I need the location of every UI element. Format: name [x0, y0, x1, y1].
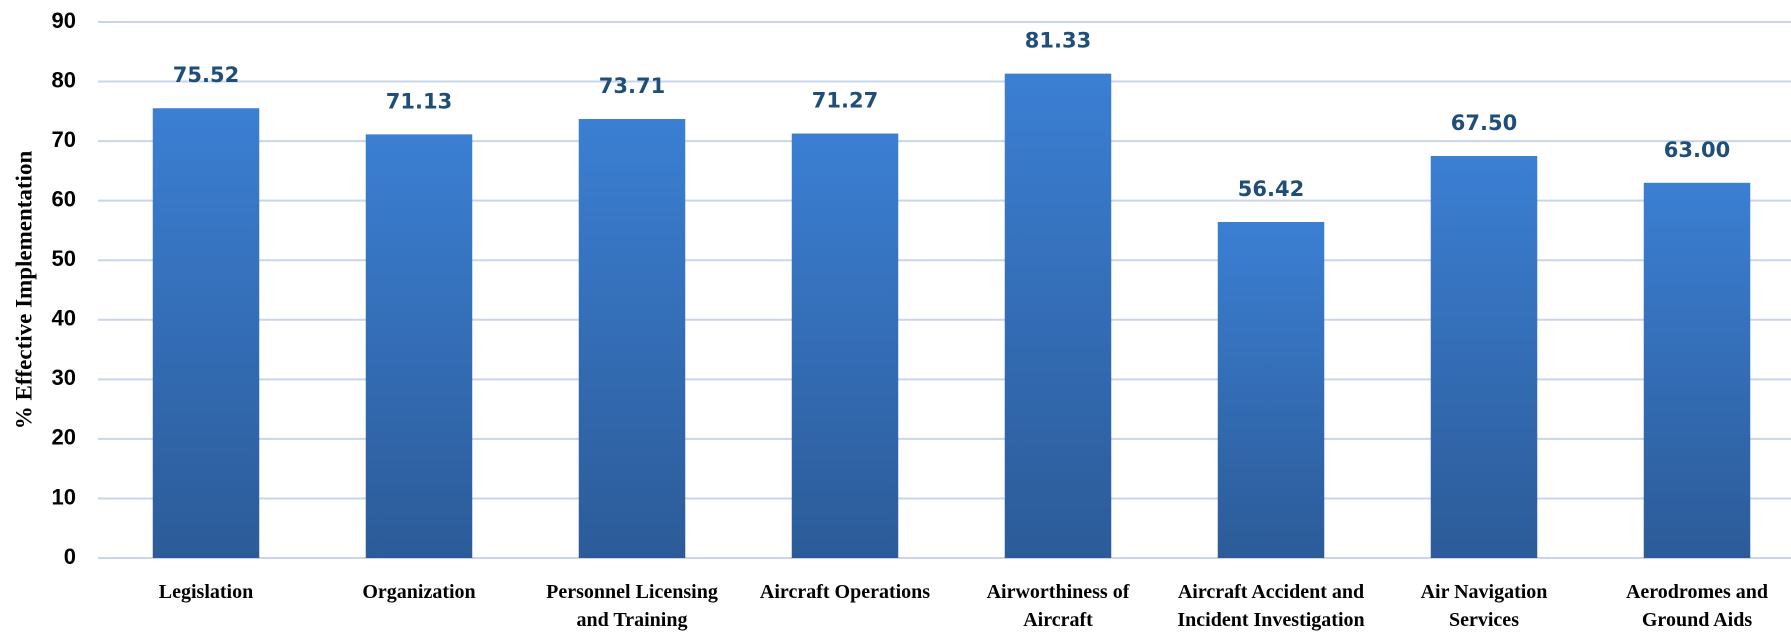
value-label: 63.00	[1664, 138, 1730, 162]
bar	[365, 134, 473, 558]
x-tick-label: Legislation	[158, 581, 254, 603]
y-axis-title: % Effective Implementation	[11, 151, 36, 430]
value-label: 81.33	[1025, 29, 1091, 53]
y-tick-label: 30	[52, 365, 76, 390]
value-label: 73.71	[599, 74, 665, 98]
value-label: 75.52	[173, 63, 239, 87]
y-tick-label: 20	[52, 425, 76, 450]
value-label: 67.50	[1451, 111, 1517, 135]
x-tick-label: Aircraft Operations	[759, 581, 931, 603]
bar	[791, 133, 899, 559]
x-tick-label: Personnel Licensing and Training	[546, 581, 718, 631]
bar	[1430, 156, 1538, 558]
y-tick-label: 0	[64, 544, 76, 569]
x-tick-label: Air Navigation Services	[1420, 581, 1548, 631]
y-tick-label: 50	[52, 246, 76, 271]
y-tick-label: 40	[52, 306, 76, 331]
x-tick-label: Airworthiness of Aircraft	[986, 581, 1130, 631]
bar	[152, 108, 260, 558]
bar	[1643, 182, 1751, 559]
value-label: 71.27	[812, 89, 878, 113]
bar	[1004, 73, 1112, 558]
y-tick-label: 10	[52, 484, 76, 509]
y-tick-label: 70	[52, 127, 76, 152]
y-tick-label: 60	[52, 186, 76, 211]
value-label: 56.42	[1238, 177, 1304, 201]
y-tick-label: 90	[52, 8, 76, 33]
x-tick-label: Aircraft Accident and Incident Investiga…	[1177, 581, 1365, 631]
x-tick-label: Organization	[362, 581, 476, 603]
x-tick-label: Aerodromes and Ground Aids	[1625, 581, 1769, 631]
y-tick-label: 80	[52, 67, 76, 92]
bar	[578, 119, 686, 559]
bar	[1217, 221, 1325, 558]
value-label: 71.13	[386, 89, 452, 113]
